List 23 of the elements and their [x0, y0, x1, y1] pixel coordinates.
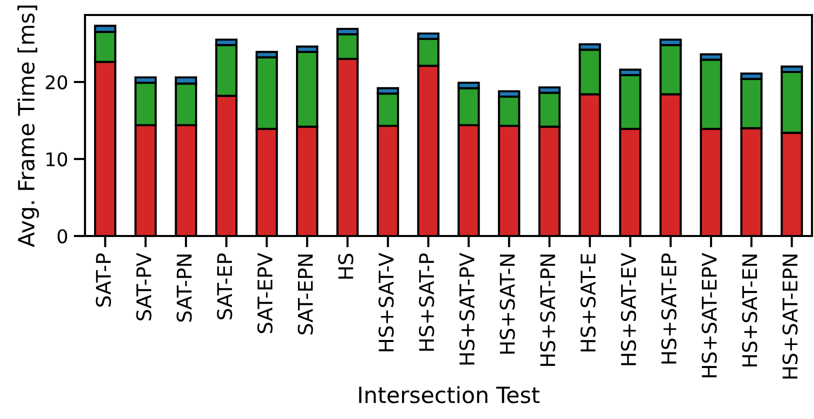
y-tick-label: 20 — [46, 75, 68, 90]
x-tick-label: HS+SAT-EP — [661, 253, 676, 364]
x-tick-label: HS+SAT-PV — [459, 252, 475, 365]
y-tick-label: 10 — [46, 152, 68, 166]
x-tick-label: SAT-PV — [136, 252, 152, 320]
x-tick-label: HS+SAT-P — [418, 253, 434, 351]
x-tick-label: SAT-EPV — [257, 252, 273, 334]
x-tick-label: SAT-EPN — [298, 254, 313, 334]
x-tick-label: HS+SAT-V — [378, 252, 394, 352]
x-tick-label: SAT-EP — [216, 253, 232, 320]
x-tick-label: SAT-P — [96, 253, 112, 307]
x-axis-title: Intersection Test — [359, 386, 540, 404]
x-tick-label: HS+SAT-N — [500, 254, 515, 354]
x-tick-label: HS+SAT-EN — [742, 254, 758, 366]
x-tick-label: HS+SAT-EPV — [702, 252, 717, 378]
x-tick-label: HS+SAT-PN — [540, 254, 556, 366]
x-tick-label: HS+SAT-EPN — [782, 254, 798, 379]
y-axis-title: Avg. Frame Time [ms] — [17, 6, 39, 248]
x-tick-label: HS+SAT-EV — [620, 252, 636, 366]
x-tick-label: HS — [338, 254, 354, 279]
y-tick-label: 0 — [58, 229, 68, 244]
x-tick-label: SAT-PN — [176, 254, 192, 322]
x-tick-label: HS+SAT-E — [580, 254, 596, 352]
